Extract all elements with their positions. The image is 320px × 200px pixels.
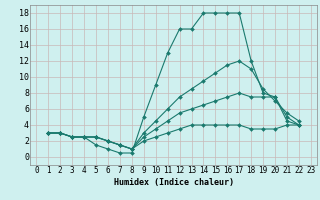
X-axis label: Humidex (Indice chaleur): Humidex (Indice chaleur) [114,178,234,187]
